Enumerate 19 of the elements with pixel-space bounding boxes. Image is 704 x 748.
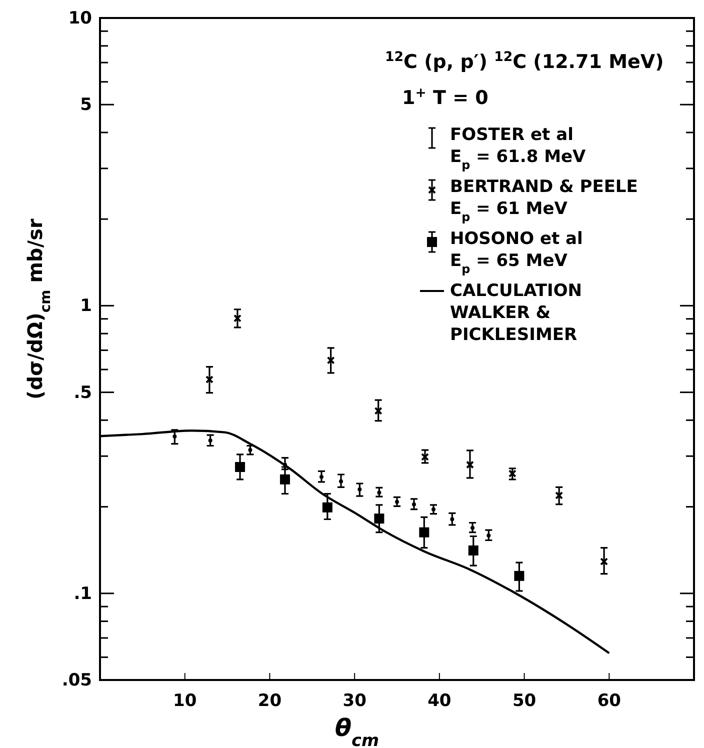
y-tick-label: 10 <box>68 8 92 28</box>
y-tick-label: .5 <box>74 382 92 403</box>
x-tick-label: 50 <box>512 691 536 712</box>
x-tick-label: 20 <box>258 691 282 712</box>
x-tick-label: 40 <box>428 691 452 712</box>
x-tick-label: 60 <box>597 691 622 712</box>
x-axis-title: θ$_{cm}$ <box>335 714 379 748</box>
y-tick-label: 1 <box>80 296 92 316</box>
legend-label: CALCULATION WALKER & PICKLESIMER <box>450 281 582 345</box>
annotation: $^{12}$C (p, p′) $^{12}$C (12.71 MeV) <box>385 50 664 73</box>
x-tick-label: 30 <box>342 691 367 712</box>
y-tick-label: .1 <box>74 584 92 604</box>
y-tick-label: 5 <box>80 95 92 116</box>
legend-label: HOSONO et al E$_{p}$ = 65 MeV <box>450 229 583 276</box>
annotation: 1$^{+}$ T = 0 <box>402 86 488 109</box>
x-tick-label: 10 <box>173 691 197 712</box>
legend-label: FOSTER et al E$_{p}$ = 61.8 MeV <box>450 125 587 172</box>
y-tick-label: .05 <box>62 670 92 690</box>
legend-label: BERTRAND & PEELE E$_{p}$ = 61 MeV <box>450 177 638 224</box>
